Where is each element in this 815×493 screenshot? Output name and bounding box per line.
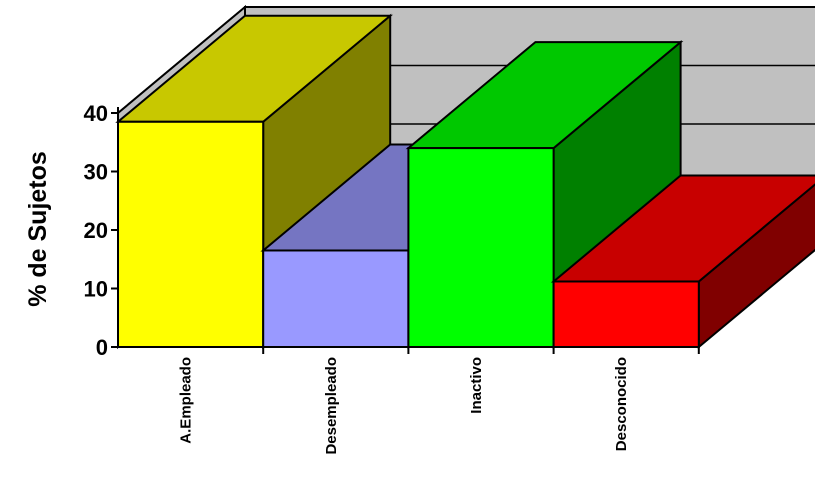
y-axis-title: % de Sujetos <box>24 151 52 307</box>
bars <box>115 13 815 350</box>
bar-front <box>117 120 265 349</box>
y-tick-label: 30 <box>84 160 108 185</box>
x-tick-label: Desconocido <box>613 357 630 451</box>
bar-front <box>552 280 700 349</box>
x-tick-label: Desempleado <box>323 357 340 455</box>
y-tick-label: 20 <box>84 218 108 243</box>
y-tick-label: 10 <box>84 277 108 302</box>
axes: 0 10 20 30 40 A.Empleado Desempleado Inactivo De… <box>84 101 700 455</box>
y-tick-label: 0 <box>96 335 108 360</box>
bar-front <box>262 249 410 349</box>
gridline <box>117 6 815 114</box>
x-tick-label: Inactivo <box>468 357 485 414</box>
x-tick-label: A.Empleado <box>178 357 195 444</box>
bar-desconocido <box>550 174 815 350</box>
y-tick-label: 40 <box>84 101 108 126</box>
bar-front <box>407 147 555 348</box>
